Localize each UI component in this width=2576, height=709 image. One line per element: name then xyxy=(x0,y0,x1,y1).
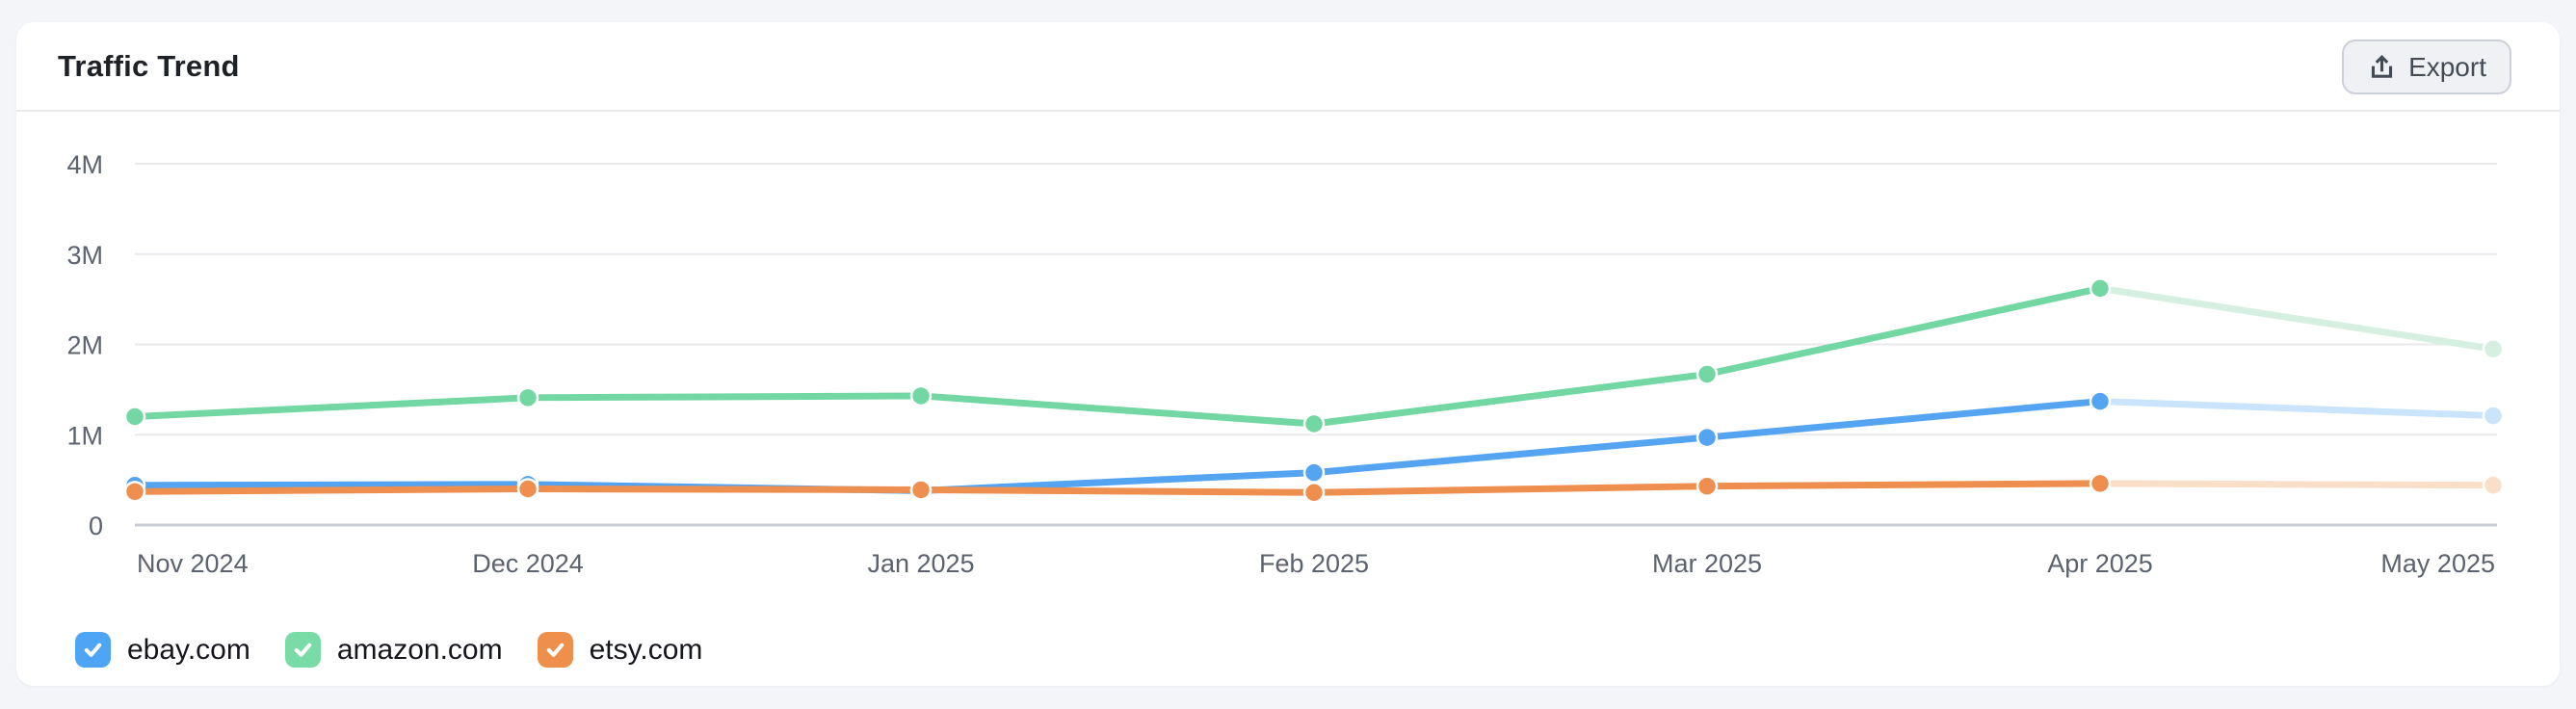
series-point-amazon.com-5[interactable] xyxy=(2089,277,2112,300)
etsy-checkbox-checked-icon[interactable] xyxy=(537,632,573,668)
series-point-etsy.com-2[interactable] xyxy=(909,479,933,501)
series-line-projection-ebay.com xyxy=(2096,398,2497,420)
legend-item-ebay[interactable]: ebay.com xyxy=(75,632,250,668)
series-line-amazon.com xyxy=(131,284,2104,428)
series-point-amazon.com-6[interactable] xyxy=(2482,337,2505,360)
series-point-etsy.com-0[interactable] xyxy=(123,481,146,503)
series-point-ebay.com-3[interactable] xyxy=(1302,461,1326,484)
x-axis-tick-label: Nov 2024 xyxy=(137,549,249,578)
series-point-amazon.com-2[interactable] xyxy=(909,384,933,407)
y-axis-tick-label: 1M xyxy=(66,421,103,450)
series-point-etsy.com-6[interactable] xyxy=(2482,474,2505,496)
card-header: Traffic Trend Export xyxy=(16,22,2560,112)
x-axis-tick-label: Jan 2025 xyxy=(867,549,974,578)
x-axis-tick-label: Apr 2025 xyxy=(2047,549,2153,578)
series-point-ebay.com-4[interactable] xyxy=(1695,426,1719,449)
x-axis-tick-label: Dec 2024 xyxy=(472,549,584,578)
series-point-amazon.com-3[interactable] xyxy=(1302,412,1326,435)
series-point-ebay.com-5[interactable] xyxy=(2089,390,2112,412)
series-point-etsy.com-1[interactable] xyxy=(516,478,539,500)
y-axis-tick-label: 0 xyxy=(89,512,103,540)
series-line-projection-etsy.com xyxy=(2096,480,2497,489)
series-line-projection-amazon.com xyxy=(2096,284,2497,353)
export-button-label: Export xyxy=(2408,51,2486,82)
series-point-amazon.com-0[interactable] xyxy=(123,406,146,428)
x-axis-tick-label: Mar 2025 xyxy=(1652,549,1762,578)
legend-item-amazon[interactable]: amazon.com xyxy=(284,632,503,668)
legend-label: amazon.com xyxy=(336,633,503,666)
series-line-ebay.com xyxy=(131,398,2104,494)
series-point-amazon.com-4[interactable] xyxy=(1695,363,1719,385)
y-axis-tick-label: 3M xyxy=(66,241,103,270)
legend-label: etsy.com xyxy=(589,633,703,666)
series-point-amazon.com-1[interactable] xyxy=(516,386,539,409)
y-axis-tick-label: 2M xyxy=(66,331,103,360)
chart-legend: ebay.com amazon.com etsy.com xyxy=(75,632,702,668)
series-point-etsy.com-4[interactable] xyxy=(1695,475,1719,497)
export-icon xyxy=(2367,52,2397,82)
legend-item-etsy[interactable]: etsy.com xyxy=(537,632,703,668)
x-axis-tick-label: Feb 2025 xyxy=(1259,549,1369,578)
ebay-checkbox-checked-icon[interactable] xyxy=(75,632,111,668)
legend-label: ebay.com xyxy=(127,633,250,666)
x-axis-tick-label: May 2025 xyxy=(2380,549,2495,578)
series-point-etsy.com-5[interactable] xyxy=(2089,472,2112,495)
series-line-etsy.com xyxy=(131,480,2104,496)
series-point-ebay.com-6[interactable] xyxy=(2482,405,2505,427)
series-point-etsy.com-3[interactable] xyxy=(1302,482,1326,504)
amazon-checkbox-checked-icon[interactable] xyxy=(284,632,321,668)
page-title: Traffic Trend xyxy=(58,48,240,83)
y-axis-tick-label: 4M xyxy=(66,150,103,179)
traffic-trend-card: Traffic Trend Export ebay.com xyxy=(16,22,2560,686)
export-button[interactable]: Export xyxy=(2342,39,2511,94)
